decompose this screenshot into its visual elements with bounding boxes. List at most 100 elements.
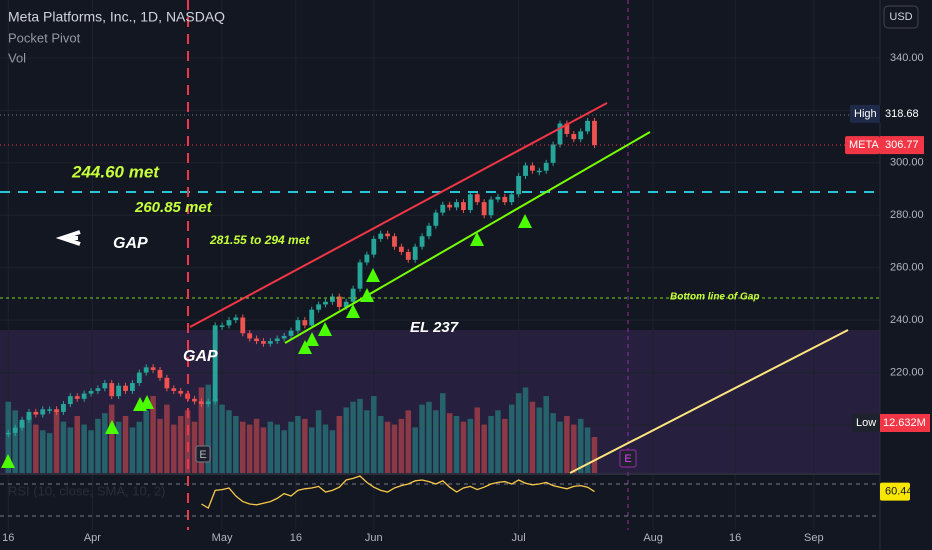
candle [543,162,549,171]
volume-bar [233,416,239,473]
candle [440,204,446,213]
x-tick-label: Aug [643,532,663,544]
x-tick-label: 16 [290,532,302,544]
candle [419,236,425,247]
volume-layer [5,384,598,473]
volume-bar [322,424,329,473]
volume-bar [67,427,74,473]
earnings-icon[interactable] [195,445,211,463]
candle [550,144,556,163]
candle [592,120,597,146]
candle [405,251,411,260]
candle [536,170,542,173]
volume-bar [246,424,253,473]
volume-bar [391,424,398,473]
candle [116,385,122,397]
candle [454,202,459,208]
candle [12,427,18,433]
rsi-badge [880,482,910,501]
volume-bar [205,384,212,473]
volume-bar [46,433,53,473]
volume-bar [446,413,453,473]
candle [288,330,294,336]
channel-top [189,102,608,328]
currency-button[interactable] [883,5,919,29]
volume-bar [226,410,232,473]
volume-bar [564,416,570,473]
candle [95,388,101,391]
volume-bar [274,424,280,473]
x-tick-label: May [212,532,233,544]
volume-bar [40,430,46,473]
y-tick-label: 220.00 [890,366,924,378]
price-value: 306.77 [885,139,919,151]
currency[interactable]: USD [889,11,912,23]
candle [247,333,253,339]
volume-bar [74,416,80,473]
volume-bar [191,421,198,473]
candle [523,165,528,176]
price-value: 318.68 [885,108,919,120]
candle [412,246,418,260]
earnings-icon[interactable] [619,449,637,468]
candle [557,123,563,145]
volume-tag [852,413,880,432]
volume-bar [157,418,163,473]
candle [309,309,315,326]
volume-bar [260,427,267,473]
volume-bar [343,407,349,473]
volume-bar [12,410,18,473]
annotation: 244.60 met [71,162,160,181]
volume-bar [129,427,136,473]
volume-bar [384,421,391,473]
trend-line [569,329,849,474]
volume-bar [88,430,94,473]
candle [488,199,494,216]
annotation-layer: 244.60 met 260.85 met GAP 281.55 to 294 met… [71,162,759,365]
rsi-layer [201,475,595,509]
candle [164,377,170,389]
rsi-name: RSI (10, close, SMA, 10, 2) [8,483,166,498]
candle [157,369,163,378]
candle [316,304,322,310]
candle [212,325,218,402]
volume-bar [60,421,67,473]
earnings-label[interactable]: E [624,453,631,465]
candle [267,341,273,344]
candle [447,204,453,208]
candle [74,396,80,399]
candle [19,419,25,428]
grid [0,0,880,530]
candle [233,317,239,321]
volume-bar [577,418,584,473]
candle [364,254,370,263]
candle [502,196,508,203]
candle [26,411,32,420]
volume-bar [108,404,115,473]
volume-bar [102,413,108,473]
candle [426,225,432,237]
candle [585,120,590,132]
volume-bar [81,424,87,473]
candle [371,238,377,255]
volume-bar [481,424,487,473]
volume-bar [281,430,287,473]
candle [192,398,197,402]
earnings-label[interactable]: E [199,449,206,461]
volume-bar [377,416,384,473]
volume-bar [467,418,474,473]
price-tag-name: High [854,108,877,120]
candle [295,320,301,331]
candle [54,409,59,412]
candle [274,338,280,342]
volume-bar [122,416,129,473]
volume-bar [253,418,260,473]
candle [509,194,515,203]
volume-bar [529,401,536,473]
x-tick-label: Jul [512,532,526,544]
candle [330,296,335,302]
candle [461,202,466,211]
volume-bar [460,421,467,473]
y-tick-label: 340.00 [890,52,924,64]
